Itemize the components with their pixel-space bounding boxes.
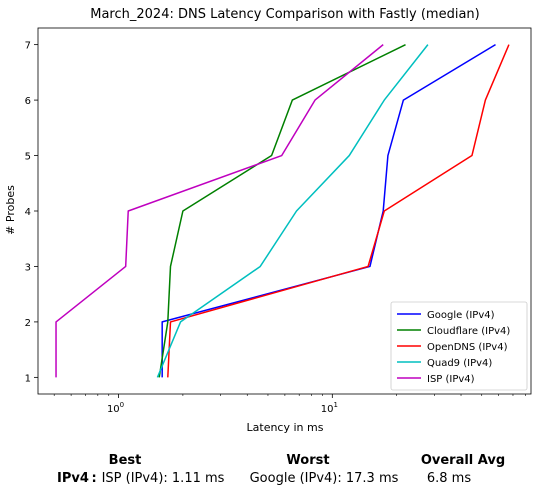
overall-avg-value: 6.8 ms	[426, 471, 472, 486]
legend-frame	[390, 301, 528, 391]
legend-label-quad9-ipv4: Quad9 (IPv4)	[427, 358, 492, 369]
legend-label-opendns-ipv4: OpenDNS (IPv4)	[427, 342, 508, 353]
legend-label-google-ipv4: Google (IPv4)	[427, 310, 495, 321]
plot-area	[55, 43, 510, 378]
x-tick-label: 100	[107, 401, 124, 415]
overall-avg-header: Overall Avg	[420, 453, 506, 468]
series-line-quad9-ipv4	[156, 44, 429, 378]
chart: March_2024: DNS Latency Comparison with …	[4, 7, 532, 434]
best-header: Best	[108, 453, 142, 468]
summary-table: Best Worst Overall Avg IPv4 : ISP (IPv4)…	[0, 448, 541, 496]
legend: Google (IPv4) Cloudflare (IPv4) OpenDNS (I…	[390, 301, 528, 391]
x-tick-label: 101	[321, 401, 338, 415]
series-line-opendns-ipv4	[167, 44, 510, 378]
legend-label-isp-ipv4: ISP (IPv4)	[427, 374, 475, 385]
series-line-isp-ipv4	[55, 44, 384, 378]
chart-title: March_2024: DNS Latency Comparison with …	[90, 7, 479, 22]
x-axis-label: Latency in ms	[247, 421, 324, 434]
y-tick-label: 3	[25, 262, 31, 273]
y-tick-label: 7	[25, 41, 31, 52]
y-tick-label: 4	[25, 207, 31, 218]
y-axis-label: # Probes	[4, 185, 17, 235]
y-tick-label: 1	[25, 373, 31, 384]
y-tick-label: 6	[25, 96, 31, 107]
y-tick-label: 2	[25, 318, 31, 329]
ipv4-row-label: IPv4 :	[57, 471, 97, 486]
y-tick-label: 5	[25, 152, 31, 163]
series-line-google-ipv4	[161, 43, 496, 378]
best-value: ISP (IPv4): 1.11 ms	[101, 471, 225, 486]
legend-label-cloudflare-ipv4: Cloudflare (IPv4)	[427, 326, 510, 337]
worst-header: Worst	[286, 453, 330, 468]
series-line-cloudflare-ipv4	[158, 43, 406, 378]
worst-value: Google (IPv4): 17.3 ms	[249, 471, 399, 486]
axes: 100 101 1 2 3 4 5 6 7	[25, 27, 532, 415]
